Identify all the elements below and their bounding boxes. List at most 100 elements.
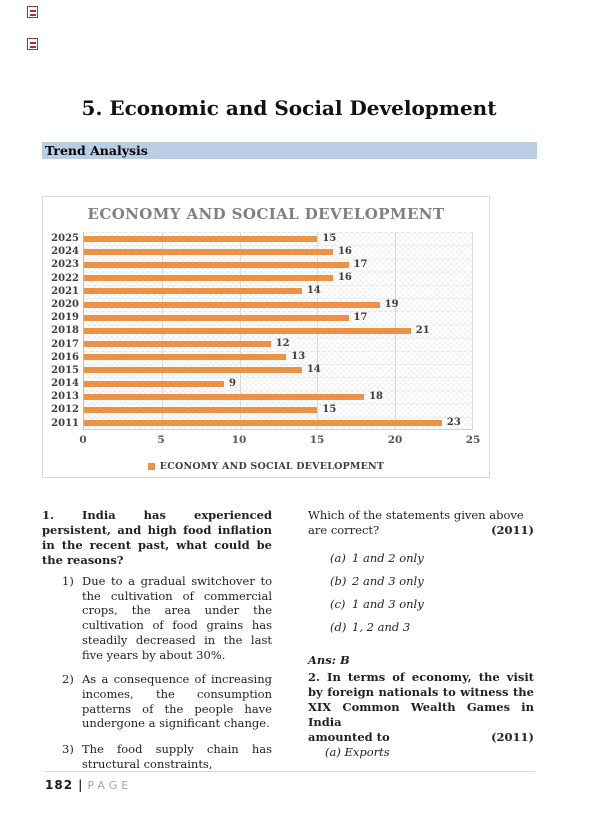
chart-bar <box>84 248 333 255</box>
chart-bar-value-label: 12 <box>275 338 290 350</box>
chart-bar-row: 17 <box>84 311 473 324</box>
page-number: 182 <box>45 778 74 792</box>
option-label: (b) <box>330 574 347 588</box>
chart-bar <box>84 275 333 282</box>
page-footer: 182 | PAGE <box>45 778 132 792</box>
chart-year-label: 2012 <box>51 404 79 416</box>
chart-year-label: 2018 <box>51 325 79 337</box>
chart-bar-value-label: 16 <box>337 245 352 257</box>
annotation-stamp-icon <box>27 38 38 50</box>
chart-year-label: 2014 <box>51 378 79 390</box>
qa-columns: 1. India has experienced persistent, and… <box>42 508 534 771</box>
question-year-badge: (2011) <box>491 730 534 744</box>
chart-bar <box>84 341 271 348</box>
question-1-followup-line1: Which of the statements given above <box>308 508 524 522</box>
heading-tail-text: amounted to <box>308 730 390 744</box>
chart-bar <box>84 235 318 242</box>
question-1-column: 1. India has experienced persistent, and… <box>42 508 272 771</box>
question-2-option-a: (a) Exports <box>325 745 534 760</box>
list-item-number: 3) <box>62 742 74 757</box>
x-axis-tick-label: 10 <box>231 434 247 446</box>
x-axis-tick-label: 15 <box>309 434 325 446</box>
option-text: 2 and 3 only <box>352 574 424 588</box>
chart-bar-row: 19 <box>84 298 473 311</box>
chart-y-axis-labels: 2025 2024 2023 2022 2021 2020 2019 2018 2017 2016… <box>43 232 79 430</box>
chart-year-label: 2024 <box>51 246 79 258</box>
chart-bar-value-label: 23 <box>446 417 461 429</box>
chart-body: 2025 2024 2023 2022 2021 2020 2019 2018 2017 2016… <box>43 232 489 475</box>
list-item-number: 1) <box>62 574 74 588</box>
list-item: 1) Due to a gradual switchover to the cu… <box>42 574 272 662</box>
footer-divider <box>45 771 535 772</box>
question-2-heading-tail: amounted to (2011) <box>308 730 534 745</box>
chart-bar-row: 17 <box>84 258 473 271</box>
chart-bar <box>84 420 442 427</box>
option-c: (c) 1 and 3 only <box>330 597 534 612</box>
list-item-text: The food supply chain has structural con… <box>82 742 272 771</box>
chart-bar-value-label: 17 <box>353 258 368 270</box>
chart-year-label: 2013 <box>51 391 79 403</box>
question-2-heading: 2. In terms of economy, the visit by for… <box>308 670 534 729</box>
chart-bar-row: 9 <box>84 377 473 390</box>
chart-bar <box>84 261 349 268</box>
legend-label: ECONOMY AND SOCIAL DEVELOPMENT <box>159 461 385 472</box>
option-label: (d) <box>330 620 347 634</box>
chart-bar-row: 16 <box>84 272 473 285</box>
chart-bar-value-label: 17 <box>353 311 368 323</box>
chart-bar-row: 15 <box>84 403 473 416</box>
chart-bar-row: 21 <box>84 324 473 337</box>
x-axis-tick-label: 5 <box>157 434 165 446</box>
chart-bar-row: 15 <box>84 232 473 245</box>
option-label: (a) <box>330 551 346 565</box>
list-item-text: As a consequence of increasing incomes, … <box>82 672 272 731</box>
option-label: (a) <box>325 745 341 759</box>
chart-bar <box>84 367 302 374</box>
footer-page-label: PAGE <box>87 779 133 792</box>
chart-bar-row: 16 <box>84 245 473 258</box>
chart-bar-value-label: 14 <box>306 285 321 297</box>
list-item-number: 2) <box>62 672 74 687</box>
annotation-stamp-icon <box>27 6 38 18</box>
answer-text: Ans: B <box>308 653 350 667</box>
legend-swatch-icon <box>147 463 155 470</box>
chart-year-label: 2021 <box>51 285 79 297</box>
chart-bar-value-label: 14 <box>306 364 321 376</box>
chart-bar-value-label: 15 <box>322 404 337 416</box>
chart-year-label: 2015 <box>51 364 79 376</box>
chart-bar <box>84 407 318 414</box>
question-1-followup-line2: are correct? (2011) <box>308 523 534 538</box>
chart-year-label: 2011 <box>51 417 79 429</box>
chart-year-label: 2025 <box>51 233 79 244</box>
chart-bar <box>84 301 380 308</box>
chart-x-axis: 0 5 10 15 20 25 <box>79 430 480 446</box>
chart-plot-area: 15 16 17 16 14 19 17 21 12 13 14 9 18 15 23 <box>83 232 473 430</box>
chart-bar-value-label: 13 <box>291 351 306 363</box>
chart-bar <box>84 314 349 321</box>
chart-year-label: 2020 <box>51 298 79 310</box>
option-text: 1 and 3 only <box>352 597 424 611</box>
chart-bar-row: 18 <box>84 390 473 403</box>
section-header-trend-analysis: Trend Analysis <box>42 142 537 159</box>
chart-legend: ECONOMY AND SOCIAL DEVELOPMENT <box>43 456 489 475</box>
list-item: 3) The food supply chain has structural … <box>42 742 272 771</box>
chart-bar-row: 23 <box>84 417 473 430</box>
option-text: Exports <box>344 745 390 759</box>
chart-bar-value-label: 15 <box>322 232 337 244</box>
chart-bar-row: 14 <box>84 364 473 377</box>
chart-year-label: 2016 <box>51 351 79 363</box>
chart-bar <box>84 380 225 387</box>
option-b: (b) 2 and 3 only <box>330 574 534 589</box>
chart-bar-value-label: 18 <box>369 390 383 402</box>
page-title: 5. Economic and Social Development <box>81 96 497 120</box>
list-item: 2) As a consequence of increasing income… <box>42 672 272 731</box>
chart-year-label: 2019 <box>51 312 79 324</box>
question-year-badge: (2011) <box>491 523 534 537</box>
question-1-heading: 1. India has experienced persistent, and… <box>42 508 272 567</box>
chart-bar-value-label: 16 <box>337 272 352 284</box>
chart-bar <box>84 354 287 361</box>
x-axis-tick-label: 25 <box>465 434 481 446</box>
option-d: (d) 1, 2 and 3 <box>330 620 534 635</box>
option-text: 1, 2 and 3 <box>352 620 411 634</box>
option-text: 1 and 2 only <box>352 551 424 565</box>
